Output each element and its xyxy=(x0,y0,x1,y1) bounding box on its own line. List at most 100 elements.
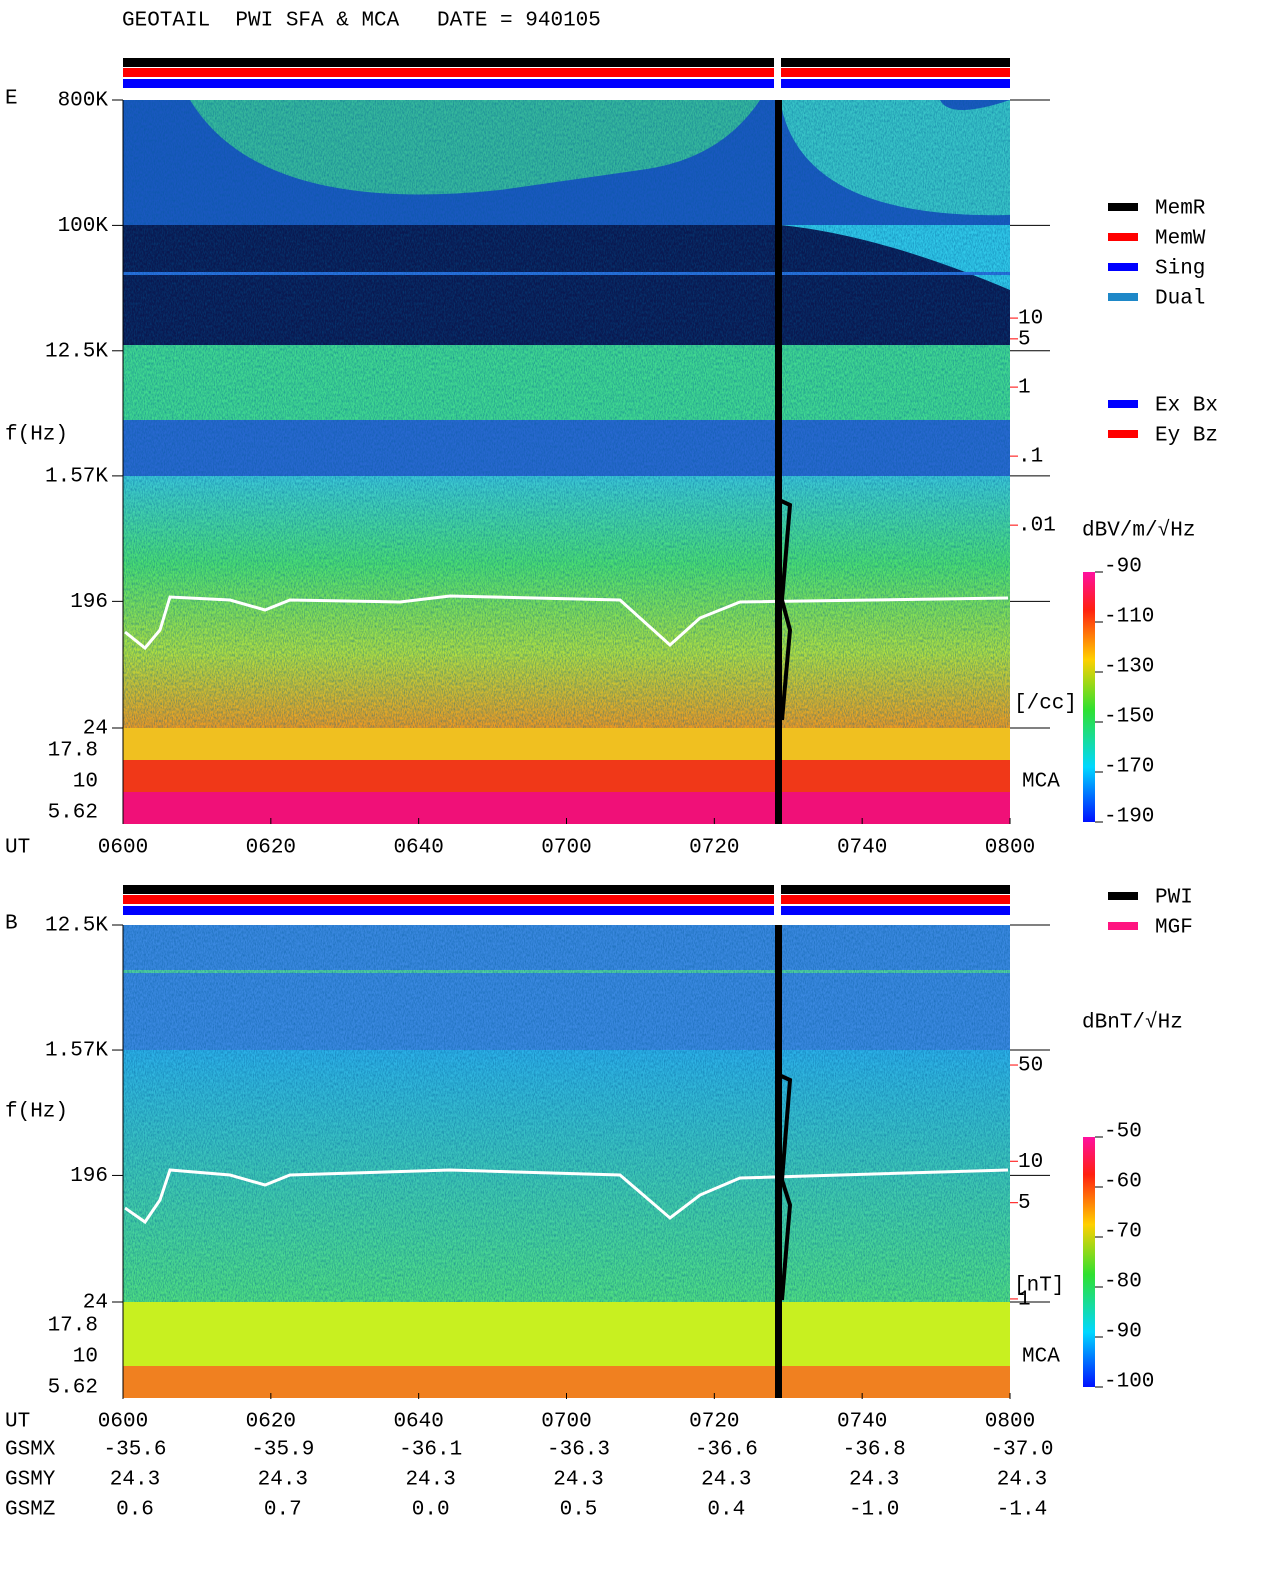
colorbar xyxy=(1083,572,1095,822)
orbit-value: -35.6 xyxy=(103,1439,166,1462)
legend-swatch xyxy=(1108,263,1138,271)
x-tick-label: 0700 xyxy=(541,1411,591,1434)
y-axis-label: f(Hz) xyxy=(5,1101,68,1124)
panel-label: B xyxy=(5,913,18,936)
legend-label: Sing xyxy=(1155,258,1205,281)
colorbar-tick-label: -190 xyxy=(1104,806,1154,829)
y2-axis-label: [nT] xyxy=(1014,1275,1064,1298)
x-tick-label: 0800 xyxy=(985,837,1035,860)
y-axis-label: f(Hz) xyxy=(5,424,68,447)
y2-tick-label: 50 xyxy=(1018,1055,1043,1078)
y2-tick-label: 1 xyxy=(1018,377,1031,400)
x-axis-label: UT xyxy=(5,837,30,860)
mca-label: 17.8 xyxy=(48,740,98,763)
y-tick-label: 1.57K xyxy=(45,1040,108,1063)
legend-label: PWI xyxy=(1155,887,1193,910)
legend-swatch xyxy=(1108,233,1138,241)
orbit-value: -1.0 xyxy=(849,1499,899,1522)
orbit-value: -36.3 xyxy=(547,1439,610,1462)
x-tick-label: 0740 xyxy=(837,1411,887,1434)
b-spectrogram xyxy=(123,925,1010,1398)
colorbar-tick-label: -90 xyxy=(1104,556,1142,579)
orbit-row-label: GSMX xyxy=(5,1439,56,1462)
legend-swatch xyxy=(1108,430,1138,438)
colorbar-tick-label: -50 xyxy=(1104,1121,1142,1144)
panel-label: E xyxy=(5,88,18,111)
orbit-value: -1.4 xyxy=(997,1499,1047,1522)
orbit-row-label: GSMY xyxy=(5,1469,56,1492)
y2-tick-label: .1 xyxy=(1018,446,1043,469)
x-tick-label: 0600 xyxy=(98,1411,148,1434)
orbit-value: 24.3 xyxy=(258,1469,308,1492)
figure-title: GEOTAIL PWI SFA & MCA DATE = 940105 xyxy=(122,10,601,33)
x-tick-label: 0640 xyxy=(393,1411,443,1434)
y-tick-label: 24 xyxy=(83,718,108,741)
y-tick-label: 100K xyxy=(58,215,109,238)
y2-tick-label: 5 xyxy=(1018,1192,1031,1215)
x-tick-label: 0640 xyxy=(393,837,443,860)
orbit-value: 24.3 xyxy=(553,1469,603,1492)
legend-label: MGF xyxy=(1155,917,1193,940)
orbit-value: 24.3 xyxy=(405,1469,455,1492)
colorbar-tick-label: -60 xyxy=(1104,1171,1142,1194)
mca-label: 5.62 xyxy=(48,1377,98,1400)
orbit-value: 24.3 xyxy=(110,1469,160,1492)
colorbar-label: dBnT/√Hz xyxy=(1082,1011,1183,1035)
x-tick-label: 0600 xyxy=(98,837,148,860)
legend-swatch xyxy=(1108,293,1138,301)
legend-swatch xyxy=(1108,922,1138,930)
y2-axis-label: [/cc] xyxy=(1014,693,1077,716)
orbit-value: 24.3 xyxy=(849,1469,899,1492)
y2-tick-label: .01 xyxy=(1018,515,1056,538)
legend-label: Dual xyxy=(1155,288,1205,311)
legend-label: MemW xyxy=(1155,228,1206,251)
colorbar-tick-label: -170 xyxy=(1104,756,1154,779)
y2-tick-label: 10 xyxy=(1018,308,1043,331)
y2-tick-label: 1 xyxy=(1018,1288,1031,1311)
legend-label: MemR xyxy=(1155,198,1206,221)
x-tick-label: 0720 xyxy=(689,1411,739,1434)
mca-title: MCA xyxy=(1022,771,1060,794)
colorbar-tick-label: -90 xyxy=(1104,1321,1142,1344)
colorbar-tick-label: -110 xyxy=(1104,606,1154,629)
e-spectrogram xyxy=(123,100,1010,824)
orbit-value: -36.6 xyxy=(695,1439,758,1462)
y-tick-label: 1.57K xyxy=(45,465,108,488)
x-tick-label: 0740 xyxy=(837,837,887,860)
y-tick-label: 800K xyxy=(58,90,109,113)
y-tick-label: 12.5K xyxy=(45,340,108,363)
mca-label: 17.8 xyxy=(48,1315,98,1338)
orbit-value: 0.5 xyxy=(560,1499,598,1522)
legend-label: Ey Bz xyxy=(1155,425,1218,448)
orbit-value: 24.3 xyxy=(997,1469,1047,1492)
orbit-row-label: GSMZ xyxy=(5,1499,55,1522)
legend-swatch xyxy=(1108,892,1138,900)
legend-swatch xyxy=(1108,400,1138,408)
mca-label: 10 xyxy=(73,771,98,794)
mca-label: 10 xyxy=(73,1346,98,1369)
y-tick-label: 24 xyxy=(83,1292,108,1315)
orbit-value: -36.1 xyxy=(399,1439,462,1462)
orbit-value: -36.8 xyxy=(843,1439,906,1462)
x-tick-label: 0720 xyxy=(689,837,739,860)
orbit-value: 0.6 xyxy=(116,1499,154,1522)
orbit-value: -35.9 xyxy=(251,1439,314,1462)
y2-tick-label: 5 xyxy=(1018,328,1031,351)
orbit-value: 24.3 xyxy=(701,1469,751,1492)
orbit-value: 0.0 xyxy=(412,1499,450,1522)
y-tick-label: 196 xyxy=(70,591,108,614)
legend-label: Ex Bx xyxy=(1155,395,1218,418)
colorbar-tick-label: -70 xyxy=(1104,1221,1142,1244)
legend-swatch xyxy=(1108,203,1138,211)
colorbar xyxy=(1083,1137,1095,1387)
x-tick-label: 0620 xyxy=(246,1411,296,1434)
colorbar-tick-label: -100 xyxy=(1104,1371,1154,1394)
colorbar-tick-label: -150 xyxy=(1104,706,1154,729)
orbit-value: 0.4 xyxy=(707,1499,745,1522)
orbit-value: 0.7 xyxy=(264,1499,302,1522)
colorbar-tick-label: -80 xyxy=(1104,1271,1142,1294)
x-tick-label: 0800 xyxy=(985,1411,1035,1434)
y2-tick-label: 10 xyxy=(1018,1151,1043,1174)
x-tick-label: 0700 xyxy=(541,837,591,860)
